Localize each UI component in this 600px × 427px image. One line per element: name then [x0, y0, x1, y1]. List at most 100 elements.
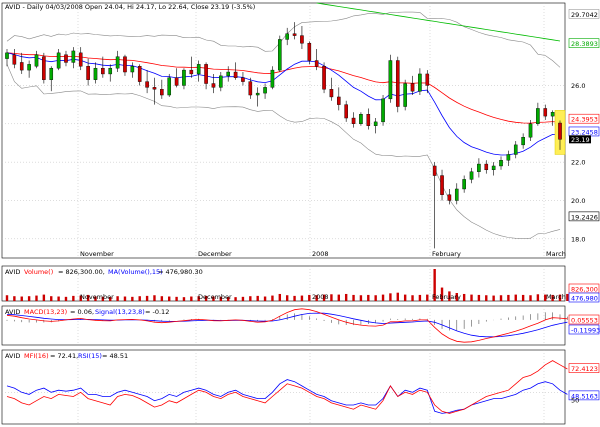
candle-body — [204, 64, 208, 84]
candle-body — [521, 137, 525, 146]
volume-bar — [330, 294, 333, 301]
mfi-header-label: MFI(16) — [24, 352, 49, 360]
candle-body — [395, 60, 400, 107]
candle-body — [351, 117, 356, 124]
macd-value-label-box — [568, 314, 600, 325]
volume-bar — [477, 294, 481, 301]
volume-bar — [79, 295, 82, 301]
candle-body — [241, 77, 245, 82]
x-axis-label: November — [80, 250, 114, 258]
volume-bar — [109, 297, 112, 301]
ma-long-value-label-box — [568, 38, 600, 48]
candle-body — [71, 50, 76, 63]
macd-header-label: MACD(13,23) — [24, 308, 67, 316]
volume-bar — [529, 295, 532, 301]
candle-body — [329, 89, 334, 98]
volume-header-label: Volume() — [24, 268, 53, 276]
volume-bar — [13, 296, 16, 301]
candle-body — [86, 66, 90, 80]
candle-body — [462, 179, 466, 190]
candle-body — [300, 35, 304, 44]
candle-body — [543, 108, 548, 117]
macd-header-value: = 0.06, — [70, 308, 94, 316]
rsi-value-label-box — [568, 390, 600, 401]
macd-signal-line — [6, 312, 568, 338]
candle-body — [56, 52, 61, 69]
bollinger-lower-line — [6, 64, 561, 240]
volume-bar — [322, 294, 326, 301]
candle-body — [307, 43, 312, 61]
volume-bar — [101, 296, 105, 301]
volume-ma-value-label-box — [568, 292, 600, 303]
candle-body — [233, 71, 238, 78]
volume-bar — [426, 294, 429, 301]
candle-body — [64, 54, 68, 63]
volume-bar — [492, 295, 495, 301]
macd-signal-value-label: -0.11993 — [571, 327, 600, 335]
volume-bar — [94, 296, 97, 301]
candle-body — [469, 171, 474, 180]
rsi-header-value: = 48.51 — [102, 352, 128, 360]
candle-body — [174, 77, 179, 86]
volume-bar — [337, 294, 340, 301]
volume-bar — [359, 295, 363, 301]
volume-bar — [116, 296, 119, 301]
ma-long-value-label: 28.3893 — [571, 40, 598, 48]
y-tick-label: 29.7042 — [571, 11, 598, 19]
candle-body — [49, 67, 54, 80]
x-axis-label: March — [546, 293, 566, 301]
volume-bar — [470, 294, 473, 301]
volume-bar — [64, 296, 68, 301]
candle-body — [337, 96, 341, 105]
candle-body — [12, 54, 17, 65]
candle-body — [211, 83, 216, 88]
moving-average-long-line — [316, 2, 561, 42]
volume-bar — [485, 295, 488, 301]
candle-body — [381, 98, 385, 123]
volume-bar — [256, 295, 259, 301]
candle-body — [285, 33, 289, 40]
volume-bar — [558, 294, 562, 301]
candle-body — [270, 69, 275, 88]
candle-body — [130, 66, 135, 73]
moving-average-mid-line — [6, 52, 561, 124]
volume-bar — [411, 295, 414, 301]
candle-body — [418, 73, 422, 92]
candle-body — [447, 194, 452, 201]
candle-body — [34, 54, 39, 67]
candle-body — [558, 122, 562, 140]
candle-body — [137, 66, 142, 82]
y-tick-label: 20.0 — [571, 197, 585, 205]
volume-bar — [499, 295, 503, 301]
volume-bar — [168, 296, 171, 301]
volume-bar — [514, 294, 517, 301]
volume-bar — [249, 296, 252, 301]
volume-bar — [403, 294, 407, 301]
volume-bar — [190, 296, 193, 301]
candle-body — [440, 175, 444, 195]
volume-bar — [182, 297, 186, 301]
candle-body — [344, 104, 348, 119]
volume-bar — [241, 296, 245, 301]
price-panel — [1, 2, 566, 259]
volume-bar — [5, 295, 9, 301]
candle-body — [196, 64, 201, 75]
volume-bar — [57, 296, 60, 301]
volume-bar — [433, 269, 436, 301]
candle-body — [123, 56, 127, 73]
y-tick-label: 18.0 — [571, 235, 585, 243]
candle-body — [19, 62, 24, 71]
x-axis-label: March — [546, 250, 566, 258]
volume-bar — [418, 294, 422, 301]
last-close-box — [569, 135, 591, 144]
candle-body — [219, 75, 223, 88]
candle-body — [513, 144, 518, 155]
volume-bar — [308, 294, 311, 301]
last-close-label: 23.19 — [571, 136, 590, 144]
macd-signal-label: Signal(13,23,8) — [95, 308, 145, 316]
mfi-value-label-box — [568, 363, 600, 373]
volume-bar — [285, 295, 289, 301]
ma-mid-value-label: 24.3953 — [571, 116, 598, 124]
x-axis-label: 2008 — [312, 250, 329, 258]
